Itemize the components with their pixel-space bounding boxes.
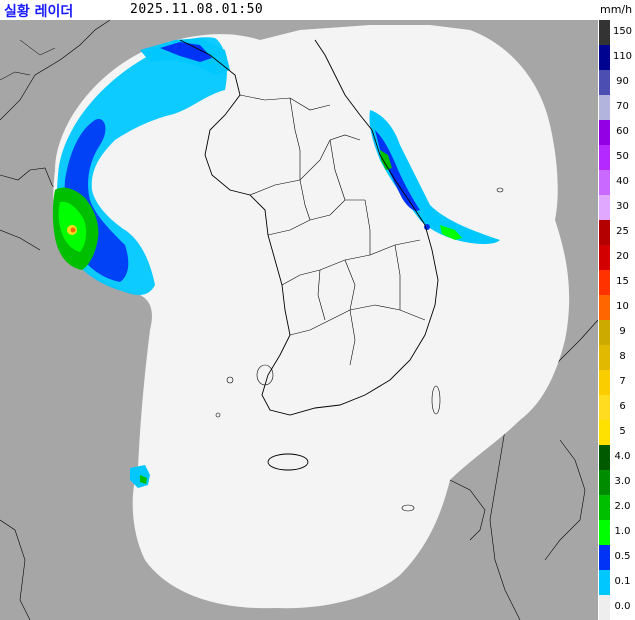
legend-unit: mm/h (600, 3, 633, 16)
observation-time: 2025.11.08.01:50 (130, 2, 264, 17)
radar-coverage-area (53, 25, 570, 609)
header-bar: 실황 레이더 2025.11.08.01:50 mm/h (0, 0, 635, 20)
legend-label: 5 (619, 426, 626, 437)
legend-label: 20 (616, 251, 629, 262)
legend-swatch (599, 220, 610, 245)
legend-row: 9 (598, 320, 635, 345)
legend-row: 6 (598, 395, 635, 420)
legend-swatch (599, 420, 610, 445)
precipitation-legend: 150 110 90 70 60 50 40 30 25 20 15 10 9 8 7 6 5 4.0 3.0 2.0… (598, 20, 635, 620)
legend-swatch (599, 520, 610, 545)
legend-label: 10 (616, 301, 629, 312)
legend-label: 30 (616, 201, 629, 212)
legend-row: 1.0 (598, 520, 635, 545)
legend-swatch (599, 320, 610, 345)
legend-label: 150 (612, 26, 633, 37)
legend-row: 50 (598, 145, 635, 170)
legend-row: 0.5 (598, 545, 635, 570)
legend-label: 7 (619, 376, 626, 387)
legend-swatch (599, 270, 610, 295)
legend-label: 70 (616, 101, 629, 112)
legend-label: 50 (616, 151, 629, 162)
legend-swatch (599, 595, 610, 620)
legend-row: 10 (598, 295, 635, 320)
legend-swatch (599, 370, 610, 395)
legend-swatch (599, 95, 610, 120)
legend-swatch (599, 45, 610, 70)
legend-label: 15 (616, 276, 629, 287)
legend-row: 40 (598, 170, 635, 195)
legend-swatch (599, 120, 610, 145)
legend-label: 40 (616, 176, 629, 187)
radar-map[interactable] (0, 20, 598, 620)
jeju-island (267, 453, 309, 471)
legend-row: 60 (598, 120, 635, 145)
legend-row: 30 (598, 195, 635, 220)
legend-row: 25 (598, 220, 635, 245)
legend-row: 5 (598, 420, 635, 445)
legend-row: 8 (598, 345, 635, 370)
legend-label: 1.0 (614, 526, 631, 537)
legend-label: 4.0 (614, 451, 631, 462)
legend-label: 2.0 (614, 501, 631, 512)
korea-outline (179, 39, 439, 416)
legend-row: 3.0 (598, 470, 635, 495)
province-boundaries (239, 94, 426, 366)
legend-swatch (599, 195, 610, 220)
legend-swatch (599, 70, 610, 95)
legend-swatch (599, 245, 610, 270)
legend-label: 25 (616, 226, 629, 237)
legend-label: 110 (612, 51, 633, 62)
legend-row: 0.1 (598, 570, 635, 595)
legend-row: 15 (598, 270, 635, 295)
legend-row: 150 (598, 20, 635, 45)
legend-swatch (599, 145, 610, 170)
legend-label: 3.0 (614, 476, 631, 487)
legend-label: 0.5 (614, 551, 631, 562)
legend-swatch (599, 545, 610, 570)
legend-label: 60 (616, 126, 629, 137)
legend-swatch (599, 495, 610, 520)
legend-label: 0.0 (614, 601, 631, 612)
legend-row: 7 (598, 370, 635, 395)
legend-swatch (599, 395, 610, 420)
legend-label: 90 (616, 76, 629, 87)
legend-row: 0.0 (598, 595, 635, 620)
legend-swatch (599, 20, 610, 45)
legend-row: 70 (598, 95, 635, 120)
radar-map-canvas (0, 20, 598, 620)
legend-row: 2.0 (598, 495, 635, 520)
legend-label: 0.1 (614, 576, 631, 587)
legend-label: 8 (619, 351, 626, 362)
legend-swatch (599, 470, 610, 495)
legend-swatch (599, 445, 610, 470)
legend-swatch (599, 295, 610, 320)
page-title: 실황 레이더 (4, 4, 74, 20)
legend-swatch (599, 170, 610, 195)
legend-row: 110 (598, 45, 635, 70)
legend-row: 4.0 (598, 445, 635, 470)
legend-label: 9 (619, 326, 626, 337)
legend-swatch (599, 345, 610, 370)
legend-label: 6 (619, 401, 626, 412)
legend-row: 20 (598, 245, 635, 270)
legend-row: 90 (598, 70, 635, 95)
legend-swatch (599, 570, 610, 595)
